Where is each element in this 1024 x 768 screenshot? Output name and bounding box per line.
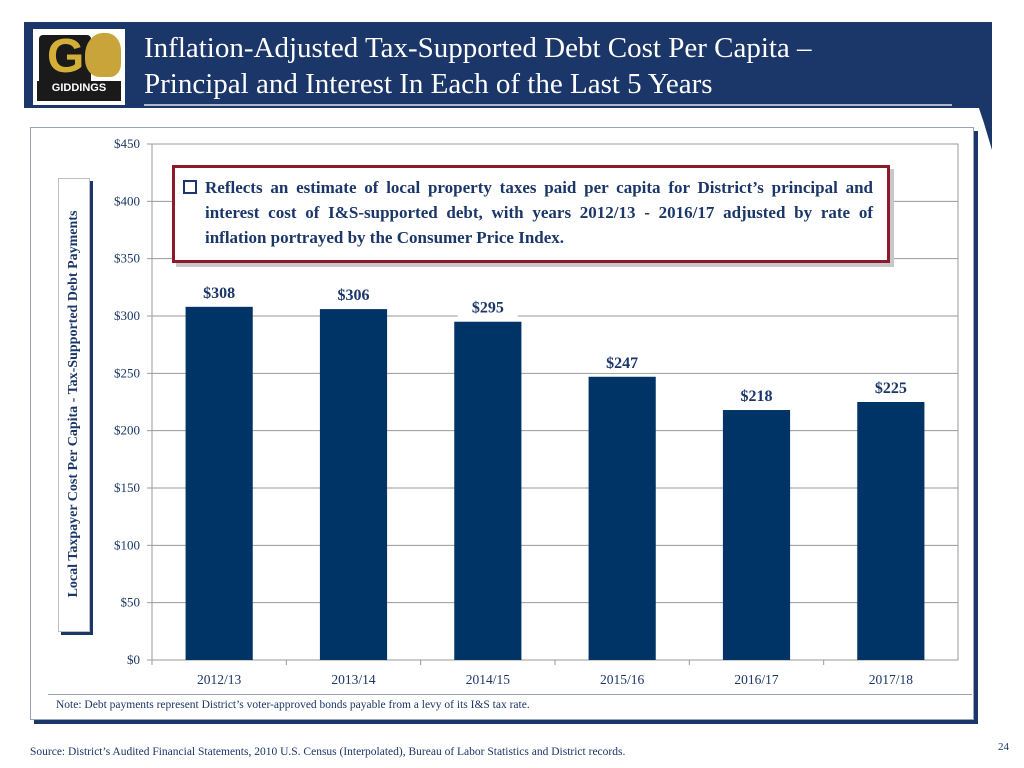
data-label-background [323,283,384,306]
page-number: 24 [998,741,1009,753]
y-tick-label: $450 [114,136,140,151]
x-tick-label: 2016/17 [734,672,779,687]
data-label: $225 [875,380,907,397]
y-tick-label: $250 [114,365,140,380]
y-tick-label: $200 [114,423,140,438]
callout-text: Reflects an estimate of local property t… [205,178,873,247]
bar [185,306,253,660]
logo-text: GIDDINGS [37,81,121,95]
district-logo: GIDDINGS [32,28,126,106]
y-tick-label: $50 [121,595,141,610]
data-label: $295 [472,300,504,317]
y-tick-label: $400 [114,193,140,208]
bar [319,309,388,660]
title-line-1: Inflation-Adjusted Tax-Supported Debt Co… [144,32,812,64]
y-tick-label: $350 [114,251,140,266]
note-divider [48,694,972,695]
y-axis-label-box [58,178,90,632]
y-tick-label: $300 [114,308,140,323]
header-rule [144,104,952,106]
slide-title: Inflation-Adjusted Tax-Supported Debt Co… [144,30,812,102]
bar [454,321,522,660]
x-tick-label: 2017/18 [869,672,914,687]
data-label: $218 [741,388,773,405]
bar [588,376,656,660]
data-label-background [592,350,653,373]
title-line-2: Principal and Interest In Each of the La… [144,68,713,100]
x-tick-label: 2014/15 [466,672,511,687]
y-tick-label: $100 [114,537,140,552]
note-text: Note: Debt payments represent District’s… [56,699,530,711]
logo-subtitle-strip [37,95,121,101]
bar [722,410,791,660]
x-tick-label: 2012/13 [197,672,242,687]
bar [857,402,925,660]
x-tick-label: 2015/16 [600,672,645,687]
data-label: $247 [606,355,638,372]
buffalo-mascot-icon [85,33,121,77]
data-label-background [457,295,518,318]
callout-box: Reflects an estimate of local property t… [172,165,890,263]
y-tick-label: $0 [127,652,140,667]
source-text: Source: District’s Audited Financial Sta… [30,746,626,758]
data-label: $308 [203,285,235,302]
header-bar [24,22,992,108]
checkbox-bullet-icon [183,180,197,194]
x-tick-label: 2013/14 [331,672,376,687]
logo-g-icon [39,29,91,84]
data-label-background [860,376,921,398]
data-label-background [189,280,250,303]
data-label: $306 [338,287,370,304]
data-label-background [726,384,787,407]
y-tick-label: $150 [114,480,140,495]
